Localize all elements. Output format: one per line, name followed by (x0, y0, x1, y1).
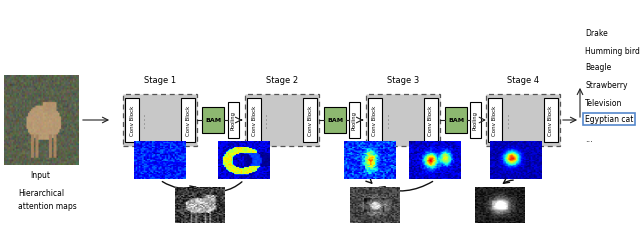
Bar (125, 99, 139, 142)
Text: Drake: Drake (585, 28, 608, 37)
Bar (488, 99, 502, 142)
Text: . . . .: . . . . (385, 114, 390, 127)
Text: Humming bird: Humming bird (585, 46, 640, 55)
Text: BAM: BAM (448, 118, 464, 123)
Bar (445, 108, 467, 133)
Text: Stage 4: Stage 4 (507, 76, 539, 85)
Text: . . . .: . . . . (143, 114, 147, 127)
Text: Conv Block: Conv Block (372, 105, 378, 136)
Text: Conv Block: Conv Block (429, 105, 433, 136)
Text: Conv Block: Conv Block (548, 105, 554, 136)
Text: ...: ... (585, 135, 593, 144)
Bar (247, 99, 261, 142)
Text: Pooling: Pooling (230, 111, 236, 130)
Text: . . . .: . . . . (506, 114, 511, 127)
Bar (366, 95, 440, 146)
Text: Pooling: Pooling (351, 111, 356, 130)
Text: BAM: BAM (205, 118, 221, 123)
Text: Stage 1: Stage 1 (144, 76, 176, 85)
Text: BAM: BAM (327, 118, 343, 123)
Text: Intermediate
feature maps: Intermediate feature maps (18, 127, 69, 148)
Bar (202, 108, 224, 133)
Text: Egyptian cat: Egyptian cat (585, 115, 634, 124)
Bar (544, 99, 558, 142)
Text: Conv Block: Conv Block (493, 105, 497, 136)
Text: Stage 2: Stage 2 (266, 76, 298, 85)
Text: Conv Block: Conv Block (307, 105, 312, 136)
Text: Conv Block: Conv Block (129, 105, 134, 136)
Text: Hierarchical
attention maps: Hierarchical attention maps (18, 188, 77, 210)
Bar (470, 103, 481, 138)
Bar (324, 108, 346, 133)
Text: Strawberry: Strawberry (585, 81, 627, 90)
Text: Conv Block: Conv Block (252, 105, 257, 136)
Bar (424, 99, 438, 142)
Bar (245, 95, 319, 146)
Bar (227, 103, 239, 138)
Bar (486, 95, 560, 146)
Bar (349, 103, 360, 138)
Text: Pooling: Pooling (472, 111, 477, 130)
Text: Beagle: Beagle (585, 63, 611, 72)
Bar (123, 95, 197, 146)
Bar (368, 99, 382, 142)
Bar (181, 99, 195, 142)
Text: Conv Block: Conv Block (186, 105, 191, 136)
Text: Stage 3: Stage 3 (387, 76, 419, 85)
Text: . . . .: . . . . (264, 114, 269, 127)
Text: Television: Television (585, 98, 622, 107)
Text: Input: Input (30, 171, 50, 180)
Bar (303, 99, 317, 142)
